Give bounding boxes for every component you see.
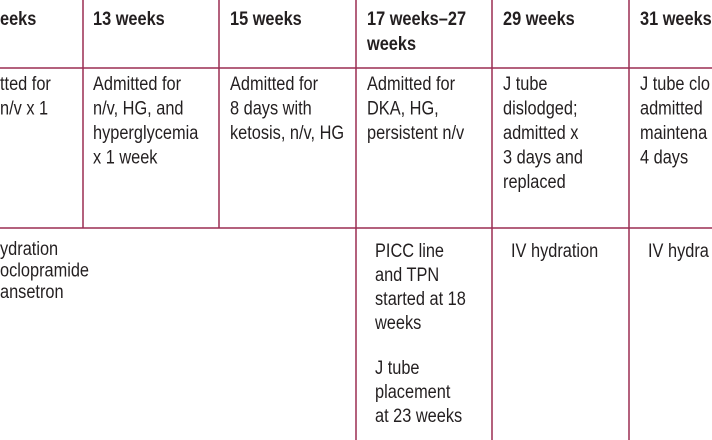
cell-text: J tube xyxy=(503,74,548,95)
cell-text: PICC line xyxy=(375,241,444,262)
header-text: weeks xyxy=(366,34,416,55)
cell-text: Admitted for xyxy=(93,74,182,95)
cell-text: persistent n/v xyxy=(367,123,465,144)
cell-text: started at 18 xyxy=(375,289,466,310)
cell-text: J tube xyxy=(375,358,420,379)
cell-text: admitted xyxy=(640,99,703,120)
header-text: 31 weeks xyxy=(640,9,712,30)
cell-text: x 1 week xyxy=(93,148,158,169)
cell-text: 4 days xyxy=(640,148,688,169)
cell-text: DKA, HG, xyxy=(367,99,439,120)
cell-text: 8 days with xyxy=(230,99,312,120)
cell-text: weeks xyxy=(374,313,421,334)
header-text: 15 weeks xyxy=(230,9,302,30)
cell-text: and TPN xyxy=(375,265,439,286)
header-text: 17 weeks–27 xyxy=(367,9,466,30)
cell-text: at 23 weeks xyxy=(375,406,462,427)
cell-text: Admitted for xyxy=(367,74,456,95)
cell-text: Admitted for xyxy=(230,74,319,95)
cell-text: n/v, HG, and xyxy=(93,99,184,120)
cell-text: placement xyxy=(375,382,451,403)
cell-text: tted for xyxy=(0,74,51,95)
cell-text: IV hydration xyxy=(511,241,598,262)
cell-text: ansetron xyxy=(0,282,64,303)
cell-text: hyperglycemia xyxy=(93,123,199,144)
cell-text: oclopramide xyxy=(0,261,89,282)
cell-text: dislodged; xyxy=(503,99,577,120)
cell-text: n/v x 1 xyxy=(0,99,48,120)
cell-text: J tube clo xyxy=(640,74,710,95)
header-text: 29 weeks xyxy=(503,9,575,30)
cell-text: maintena xyxy=(640,123,708,144)
header-text: eeks xyxy=(0,9,36,30)
cell-text: ketosis, n/v, HG xyxy=(230,123,344,144)
cell-text: admitted x xyxy=(503,123,579,144)
cell-text: IV hydra xyxy=(648,241,709,262)
cell-text: replaced xyxy=(503,172,566,193)
header-text: 13 weeks xyxy=(93,9,165,30)
cell-text: ydration xyxy=(0,239,58,260)
cell-text: 3 days and xyxy=(503,148,583,169)
